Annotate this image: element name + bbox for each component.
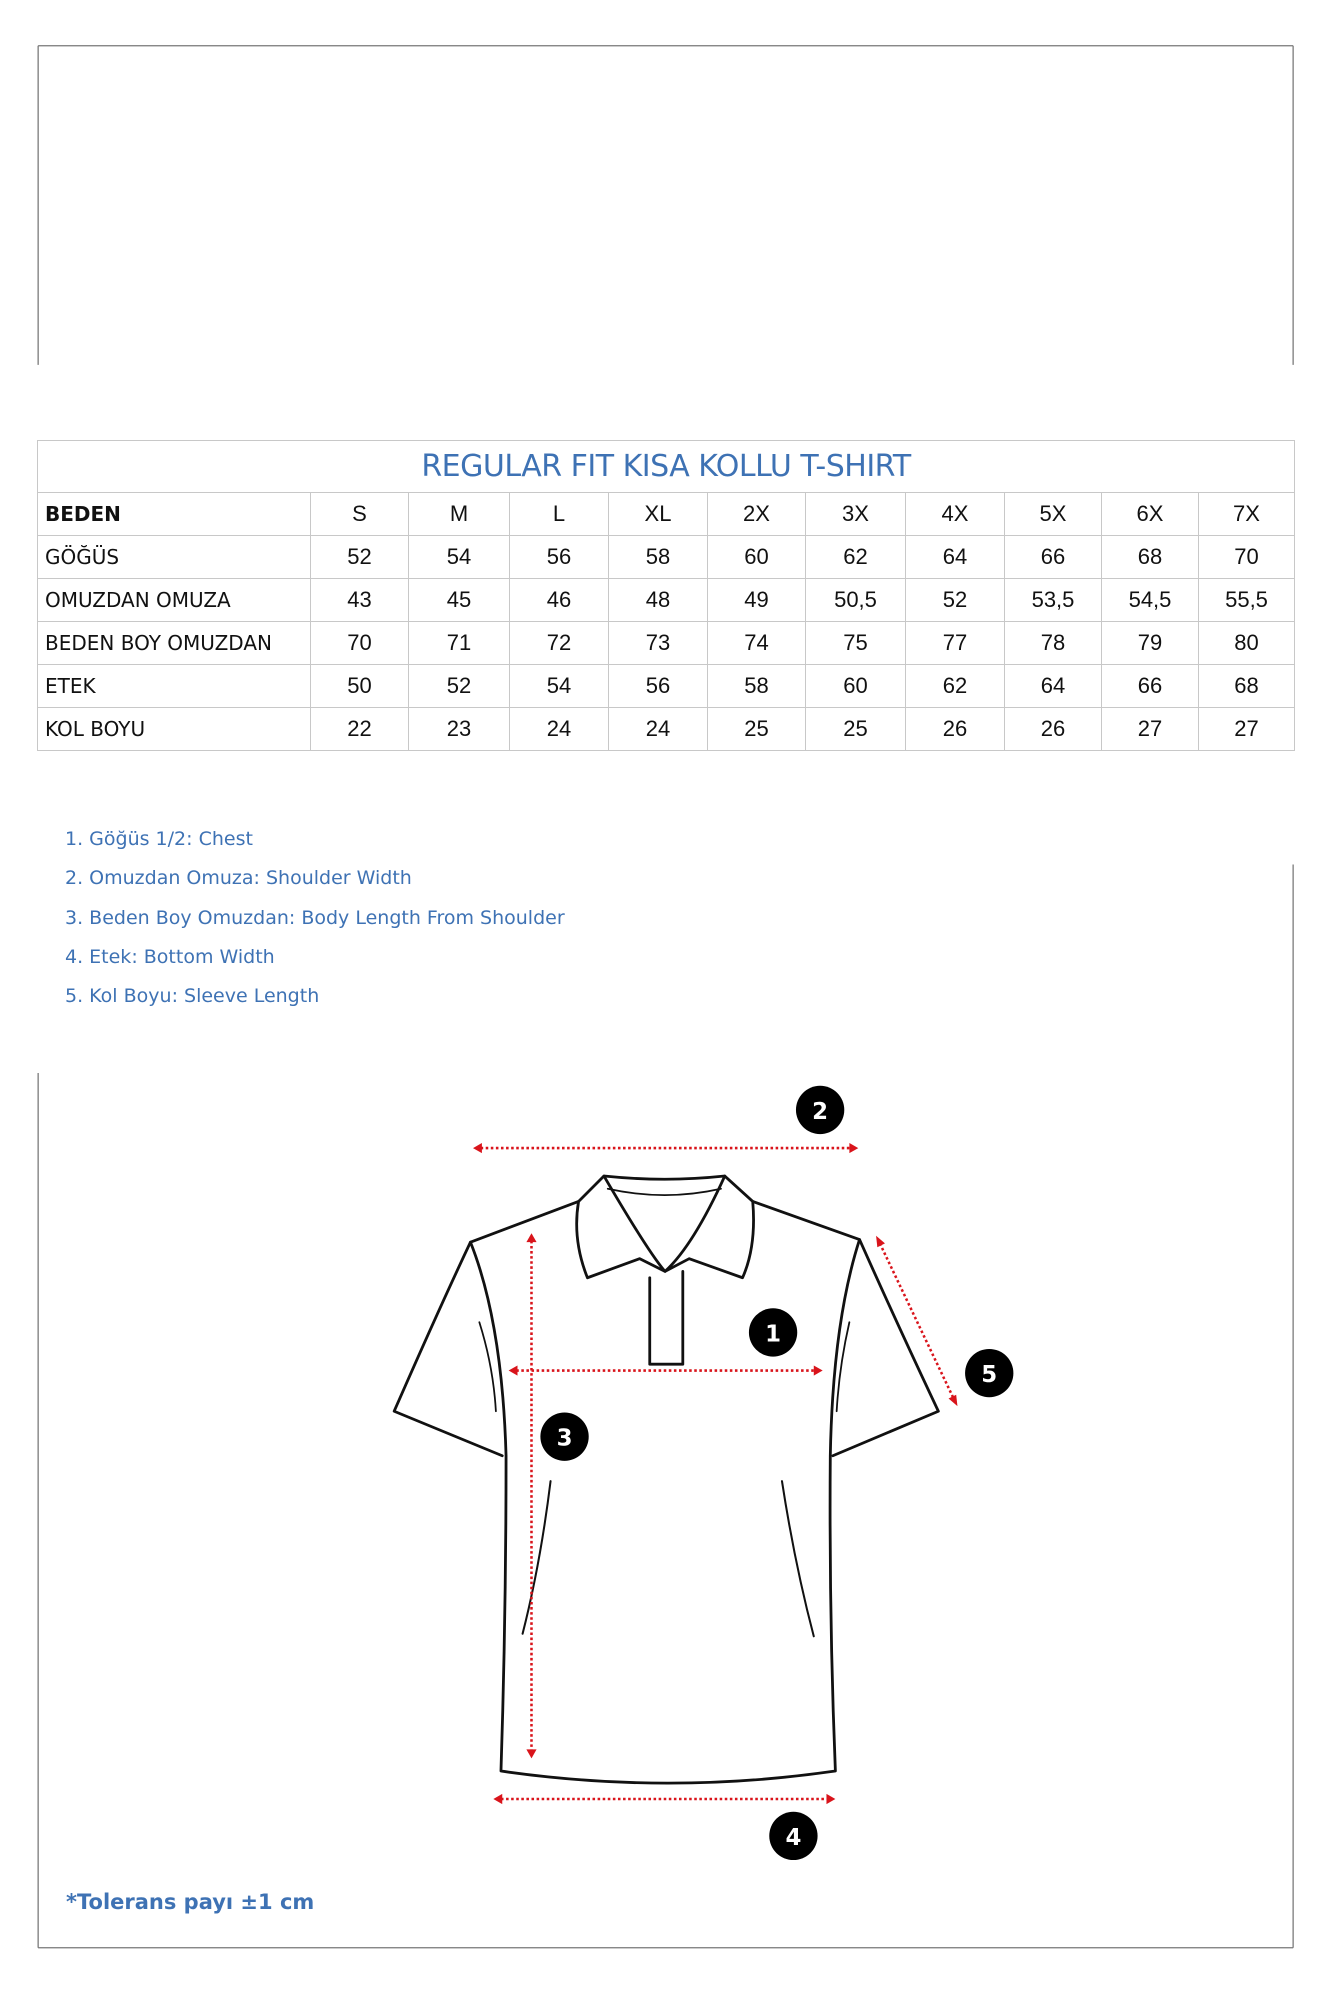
measurement-cell: 53,5 xyxy=(1004,578,1102,622)
measurement-cell: 46 xyxy=(509,578,609,622)
legend-item: 5. Kol Boyu: Sleeve Length xyxy=(65,985,320,1008)
marker-2: 2 xyxy=(795,1085,845,1135)
measurement-cell: 22 xyxy=(310,707,409,751)
marker-5: 5 xyxy=(965,1348,1014,1398)
arrow-heads xyxy=(473,1142,958,1805)
marker-1: 1 xyxy=(748,1308,798,1357)
measurement-cell: 52 xyxy=(905,578,1005,622)
measurement-cell: 23 xyxy=(408,707,510,751)
measurement-legend: 1. Göğüs 1/2: Chest 2. Omuzdan Omuza: Sh… xyxy=(65,826,565,1022)
measurement-cell: 24 xyxy=(509,707,609,751)
row-label: OMUZDAN OMUZA xyxy=(37,578,311,622)
measure-lines xyxy=(480,1146,955,1801)
marker-badges: 2 1 5 3 4 xyxy=(540,1085,1014,1861)
tolerance-note: *Tolerans payı ±1 cm xyxy=(66,1890,315,1914)
measurement-cell: 24 xyxy=(608,707,708,751)
legend-item: 4. Etek: Bottom Width xyxy=(65,945,275,968)
table-row: BEDEN BOY OMUZDAN 70 71 72 73 74 75 77 78 79 80 xyxy=(37,621,1296,665)
measurement-cell: 68 xyxy=(1197,664,1296,708)
legend-item: 1. Göğüs 1/2: Chest xyxy=(65,828,253,850)
size-chart-table: REGULAR FIT KISA KOLLU T-SHIRT BEDEN S M… xyxy=(36,440,1296,751)
size-header: 5X xyxy=(1004,492,1102,536)
size-header: M xyxy=(408,492,510,536)
measurement-cell: 70 xyxy=(310,621,409,665)
measurement-cell: 68 xyxy=(1101,535,1199,579)
measurement-cell: 26 xyxy=(1004,707,1102,751)
legend-item: 3. Beden Boy Omuzdan: Body Length From S… xyxy=(65,906,565,929)
marker-4: 4 xyxy=(769,1811,818,1861)
measurement-cell: 54,5 xyxy=(1101,578,1199,622)
measurement-cell: 48 xyxy=(608,578,708,622)
row-label: KOL BOYU xyxy=(37,707,311,751)
measurement-cell: 25 xyxy=(707,707,806,751)
table-row: KOL BOYU 22 23 24 24 25 25 26 26 27 27 xyxy=(37,707,1296,751)
measurement-cell: 62 xyxy=(805,535,906,579)
svg-text:4: 4 xyxy=(785,1825,801,1851)
measurement-cell: 71 xyxy=(408,621,510,665)
measurement-cell: 27 xyxy=(1197,707,1296,751)
row-label: BEDEN BOY OMUZDAN xyxy=(37,621,311,665)
measurement-cell: 56 xyxy=(608,664,708,708)
measurement-cell: 50 xyxy=(310,664,409,708)
measurement-cell: 58 xyxy=(608,535,708,579)
svg-text:3: 3 xyxy=(557,1426,573,1452)
measure-line-sleeve xyxy=(878,1242,955,1400)
shirt-outline xyxy=(392,1174,940,1785)
measurement-cell: 72 xyxy=(509,621,609,665)
marker-3: 3 xyxy=(540,1412,589,1461)
table-row: ETEK 50 52 54 56 58 60 62 64 66 68 xyxy=(37,664,1296,708)
measurement-cell: 43 xyxy=(310,578,409,622)
measurement-cell: 55,5 xyxy=(1197,578,1296,622)
svg-text:1: 1 xyxy=(765,1321,781,1347)
measurement-cell: 26 xyxy=(905,707,1005,751)
row-label: ETEK xyxy=(37,664,311,708)
measurement-cell: 70 xyxy=(1197,535,1296,579)
table-title: REGULAR FIT KISA KOLLU T-SHIRT xyxy=(36,440,1296,493)
size-header: S xyxy=(310,492,409,536)
measurement-cell: 49 xyxy=(707,578,806,622)
table-row: OMUZDAN OMUZA 43 45 46 48 49 50,5 52 53,5 54,5 55,… xyxy=(37,578,1296,622)
measurement-cell: 60 xyxy=(707,535,806,579)
measurement-cell: 77 xyxy=(905,621,1005,665)
size-header: 6X xyxy=(1101,492,1199,536)
legend-item: 2. Omuzdan Omuza: Shoulder Width xyxy=(65,867,412,890)
measurement-cell: 56 xyxy=(509,535,609,579)
measurement-cell: 25 xyxy=(805,707,906,751)
measurement-cell: 64 xyxy=(1004,664,1102,708)
row-label: GÖĞÜS xyxy=(37,535,311,579)
table-row: GÖĞÜS 52 54 56 58 60 62 64 66 68 70 xyxy=(37,535,1296,579)
table-header-row: BEDEN S M L XL 2X 3X 4X 5X 6X 7X xyxy=(37,492,1296,536)
measurement-cell: 52 xyxy=(408,664,510,708)
measurement-cell: 54 xyxy=(408,535,510,579)
size-header: XL xyxy=(608,492,708,536)
measurement-cell: 60 xyxy=(805,664,906,708)
size-header: 3X xyxy=(805,492,906,536)
svg-text:5: 5 xyxy=(981,1362,997,1388)
svg-text:2: 2 xyxy=(812,1099,828,1125)
measurement-cell: 73 xyxy=(608,621,708,665)
